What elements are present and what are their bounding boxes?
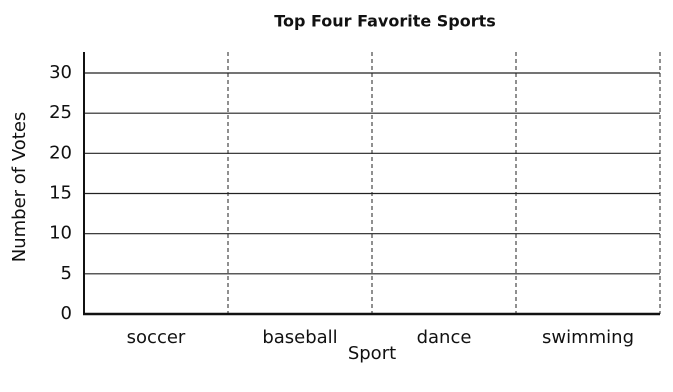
y-tick-label: 20 [49, 142, 72, 163]
x-tick-label: soccer [127, 327, 186, 348]
y-tick-label: 30 [49, 62, 72, 83]
y-tick-label: 5 [61, 263, 72, 284]
x-tick-label: swimming [542, 327, 634, 348]
y-axis-label: Number of Votes [9, 112, 30, 263]
x-tick-label: dance [417, 327, 472, 348]
y-tick-label: 25 [49, 102, 72, 123]
y-tick-label: 15 [49, 183, 72, 204]
y-tick-label: 0 [61, 303, 72, 324]
y-tick-label: 10 [49, 223, 72, 244]
x-tick-label: baseball [262, 327, 337, 348]
x-axis-label: Sport [348, 343, 396, 364]
chart-title: Top Four Favorite Sports [274, 12, 496, 31]
